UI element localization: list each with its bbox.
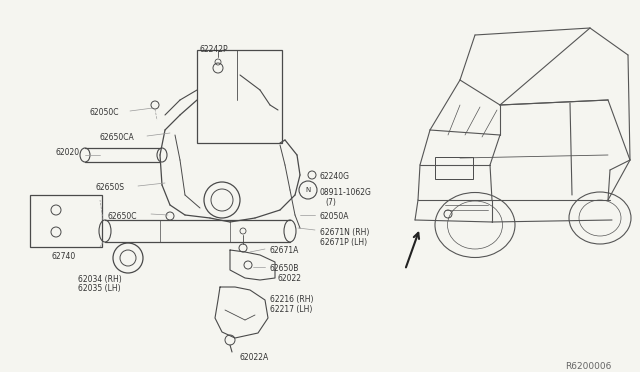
Text: 62671N (RH): 62671N (RH): [320, 228, 369, 237]
Text: 62650B: 62650B: [270, 264, 300, 273]
Text: 62650S: 62650S: [95, 183, 124, 192]
Bar: [197, 50, 282, 143]
Text: 62022: 62022: [278, 274, 302, 283]
Bar: [435, 157, 473, 179]
Text: 62740: 62740: [52, 252, 76, 261]
Text: 62020: 62020: [55, 148, 79, 157]
Text: 62240G: 62240G: [320, 172, 350, 181]
Text: (7): (7): [325, 198, 336, 207]
Text: N: N: [305, 187, 310, 193]
Text: 62650CA: 62650CA: [100, 133, 135, 142]
Text: 62217 (LH): 62217 (LH): [270, 305, 312, 314]
Text: 62050A: 62050A: [320, 212, 349, 221]
Text: 62216 (RH): 62216 (RH): [270, 295, 314, 304]
Text: R6200006: R6200006: [565, 362, 611, 371]
Bar: [30, 195, 102, 247]
Text: 62022A: 62022A: [240, 353, 269, 362]
Text: 62671P (LH): 62671P (LH): [320, 238, 367, 247]
Text: 62035 (LH): 62035 (LH): [78, 284, 120, 293]
Text: 62034 (RH): 62034 (RH): [78, 275, 122, 284]
Text: 62671A: 62671A: [270, 246, 300, 255]
Text: 62050C: 62050C: [90, 108, 120, 117]
Text: 62650C: 62650C: [108, 212, 138, 221]
Text: 62242P: 62242P: [200, 45, 228, 54]
Text: 08911-1062G: 08911-1062G: [320, 188, 372, 197]
